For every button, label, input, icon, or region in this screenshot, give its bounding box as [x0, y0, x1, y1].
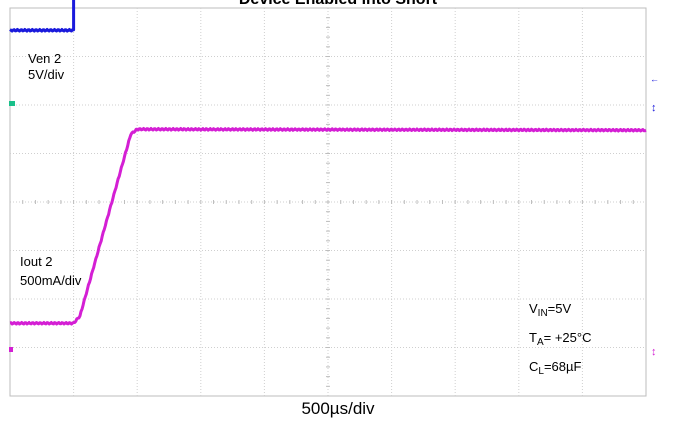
- channel-markers: ← ↕ ↕: [9, 74, 659, 358]
- scope-display: ← ↕ ↕ Ven 2 5V/div Iout 2 500mA/div VIN=…: [9, 0, 659, 397]
- conditions: VIN=5V TA= +25°C CL=68µF: [529, 301, 591, 377]
- trigger-arrow-icon: ←: [650, 74, 659, 84]
- cl-annotation: CL=68µF: [529, 359, 581, 377]
- ch-marker-left-green: [9, 101, 15, 106]
- ch-marker-left-magenta: [9, 347, 13, 352]
- iout-name: Iout 2: [20, 254, 53, 269]
- ven-name: Ven 2: [28, 51, 61, 66]
- ven-scale: 5V/div: [28, 67, 65, 82]
- trace-iout2: [9, 127, 647, 326]
- timebase-label: 500µs/div: [301, 399, 375, 418]
- ch2-marker-icon: ↕: [651, 346, 657, 358]
- grid: [9, 7, 647, 397]
- traces: [9, 0, 647, 326]
- iout-scale: 500mA/div: [20, 273, 82, 288]
- iout-label: Iout 2 500mA/div: [20, 254, 82, 288]
- vin-annotation: VIN=5V: [529, 301, 571, 319]
- ta-annotation: TA= +25°C: [529, 330, 591, 348]
- chart-title: Device Enabled into Short: [0, 0, 676, 9]
- ch1-marker-icon: ↕: [651, 102, 657, 114]
- ven-label: Ven 2 5V/div: [28, 51, 65, 82]
